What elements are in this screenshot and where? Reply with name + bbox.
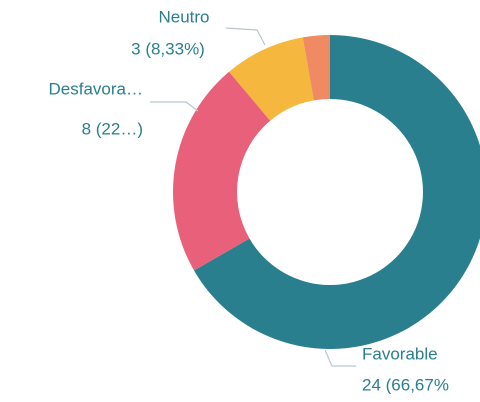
donut-slice (229, 37, 314, 121)
leader-line (225, 27, 266, 46)
value-label: 3 (8,33%) (131, 39, 205, 58)
donut-slice (302, 35, 330, 101)
leader-line (324, 349, 356, 367)
value-label: 8 (22…) (82, 119, 143, 138)
slice-label: Neutro (158, 7, 209, 26)
slice-label: Desfavora… (49, 79, 143, 98)
slice-label: Favorable (362, 344, 438, 363)
donut-slice (173, 71, 271, 271)
value-label: 24 (66,67% (362, 375, 449, 394)
donut-slice (194, 35, 480, 349)
leader-line (150, 101, 199, 112)
